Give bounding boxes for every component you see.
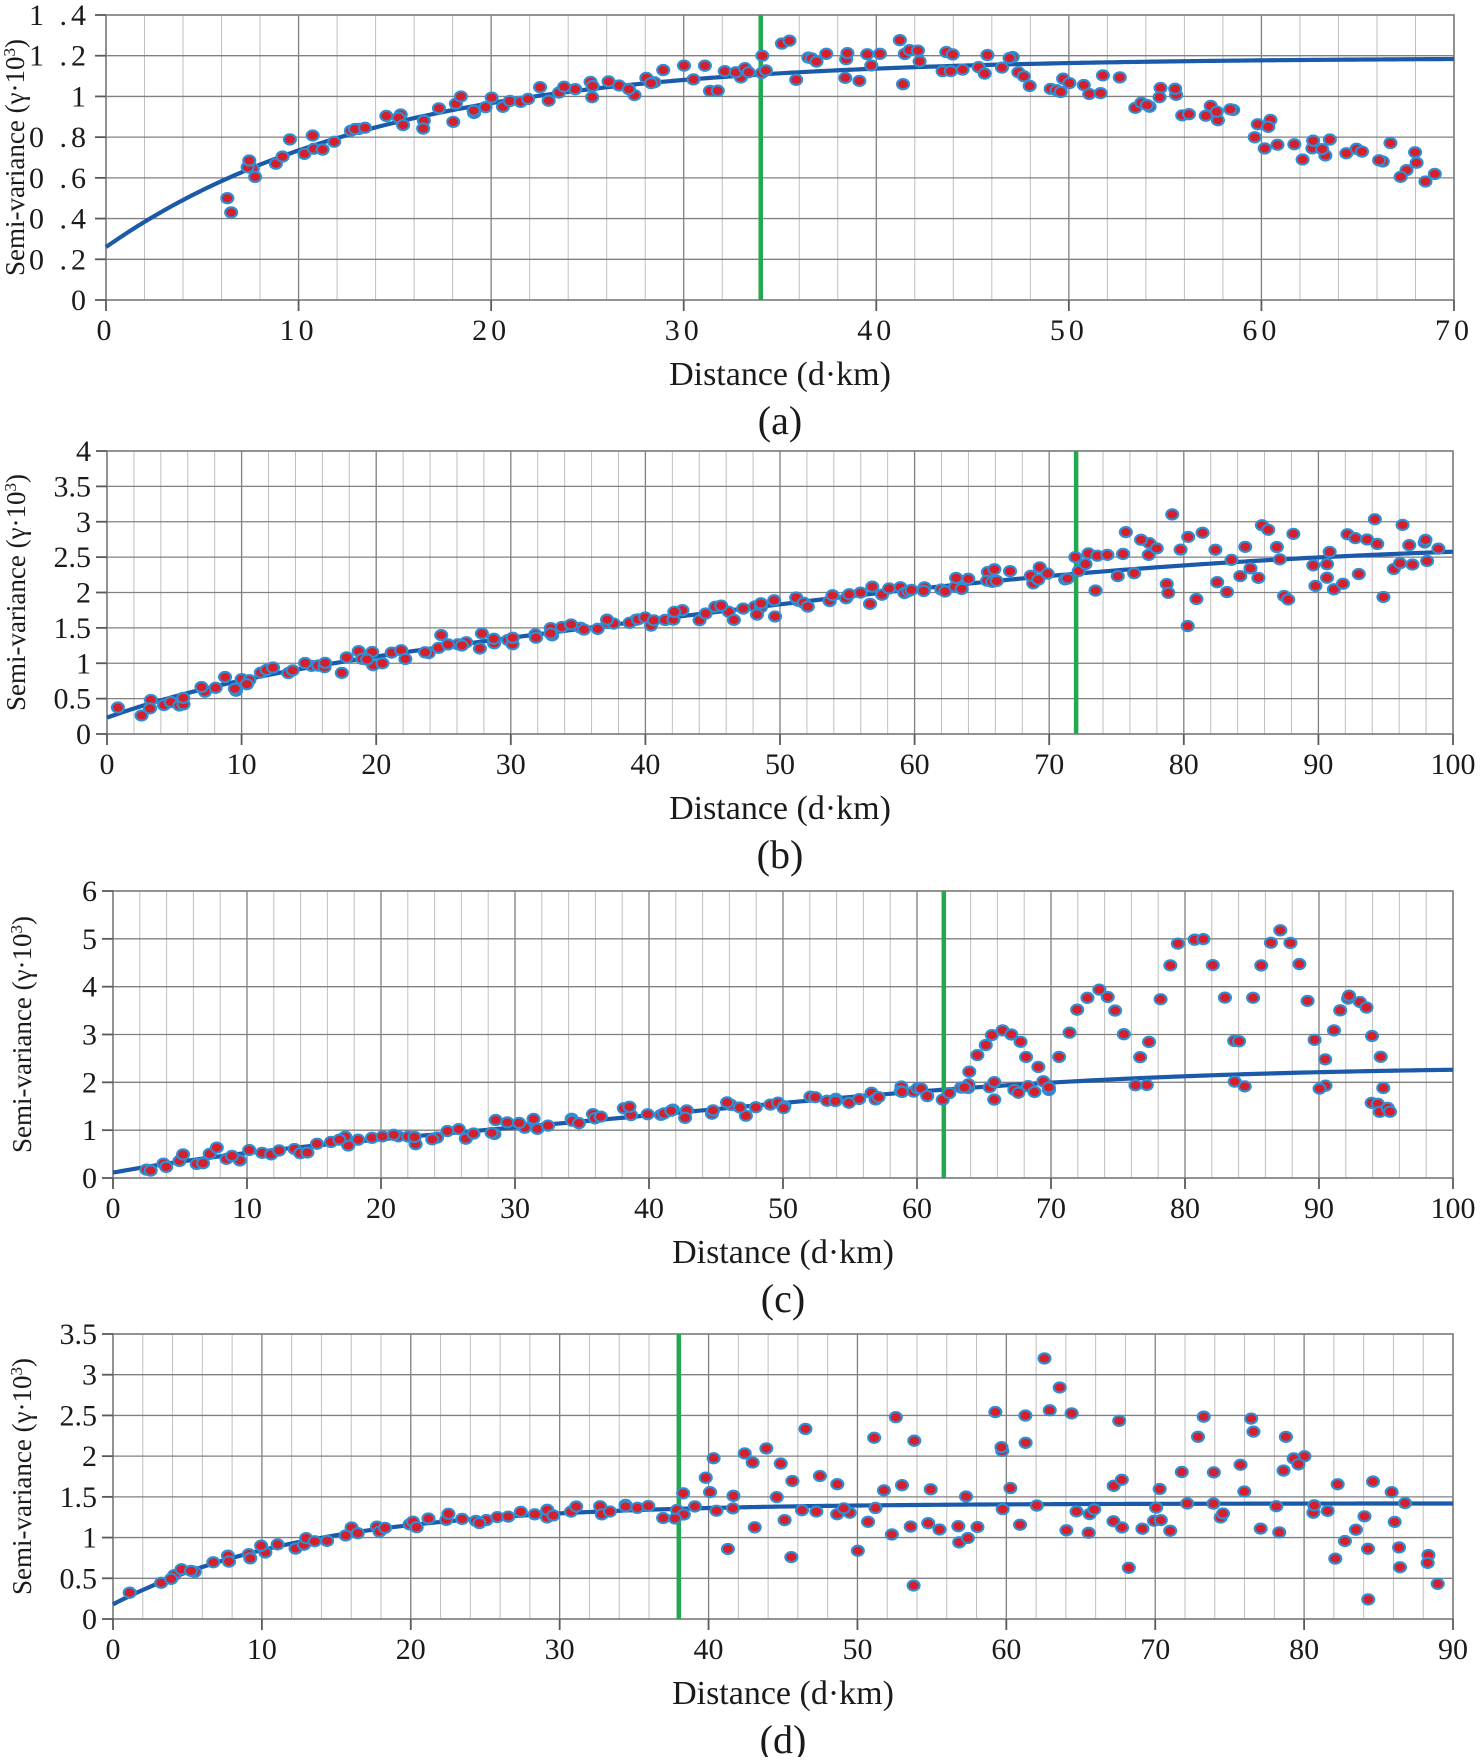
svg-text:70: 70 xyxy=(1036,1192,1066,1225)
svg-text:2: 2 xyxy=(76,577,91,610)
svg-text:60: 60 xyxy=(1242,314,1280,347)
svg-text:3: 3 xyxy=(76,506,91,539)
svg-text:10: 10 xyxy=(227,748,257,781)
svg-text:90: 90 xyxy=(1303,748,1333,781)
svg-text:0: 0 xyxy=(106,1633,121,1666)
svg-text:0: 0 xyxy=(82,1603,97,1636)
svg-text:3.5: 3.5 xyxy=(60,1318,98,1351)
svg-text:6: 6 xyxy=(82,875,97,908)
svg-text:30: 30 xyxy=(496,748,526,781)
svg-text:Distance (d·km): Distance (d·km) xyxy=(669,356,891,393)
svg-text:10: 10 xyxy=(280,314,318,347)
svg-text:10: 10 xyxy=(232,1192,262,1225)
svg-text:3: 3 xyxy=(82,1019,97,1052)
svg-text:80: 80 xyxy=(1170,1192,1200,1225)
svg-text:40: 40 xyxy=(694,1633,724,1666)
svg-text:Distance (d·km): Distance (d·km) xyxy=(669,790,891,827)
svg-text:60: 60 xyxy=(902,1192,932,1225)
svg-text:70: 70 xyxy=(1034,748,1064,781)
svg-text:0.5: 0.5 xyxy=(60,1562,98,1595)
svg-text:80: 80 xyxy=(1169,748,1199,781)
svg-text:(c): (c) xyxy=(761,1276,805,1321)
svg-text:0 .2: 0 .2 xyxy=(29,243,90,276)
svg-text:(a): (a) xyxy=(758,398,802,443)
svg-text:4: 4 xyxy=(82,971,97,1004)
svg-text:20: 20 xyxy=(396,1633,426,1666)
svg-text:1.5: 1.5 xyxy=(60,1481,98,1514)
svg-text:5: 5 xyxy=(82,923,97,956)
svg-text:1 .2: 1 .2 xyxy=(29,40,90,73)
svg-text:100: 100 xyxy=(1431,748,1476,781)
svg-text:0: 0 xyxy=(82,1162,97,1195)
svg-text:50: 50 xyxy=(768,1192,798,1225)
svg-text:1: 1 xyxy=(76,647,91,680)
svg-text:60: 60 xyxy=(900,748,930,781)
svg-text:1 .4: 1 .4 xyxy=(29,0,90,32)
svg-text:0 .6: 0 .6 xyxy=(29,162,90,195)
svg-text:1: 1 xyxy=(71,80,90,113)
svg-text:1: 1 xyxy=(82,1522,97,1555)
svg-text:(b): (b) xyxy=(757,832,804,877)
svg-text:80: 80 xyxy=(1289,1633,1319,1666)
svg-text:0.5: 0.5 xyxy=(54,683,92,716)
svg-text:70: 70 xyxy=(1435,314,1473,347)
svg-text:30: 30 xyxy=(500,1192,530,1225)
svg-text:40: 40 xyxy=(630,748,660,781)
svg-text:50: 50 xyxy=(1050,314,1088,347)
svg-text:3.5: 3.5 xyxy=(54,470,92,503)
svg-text:Distance (d·km): Distance (d·km) xyxy=(672,1675,894,1712)
svg-text:20: 20 xyxy=(366,1192,396,1225)
svg-text:2.5: 2.5 xyxy=(54,541,92,574)
svg-text:60: 60 xyxy=(991,1633,1021,1666)
svg-text:90: 90 xyxy=(1438,1633,1468,1666)
svg-text:3: 3 xyxy=(82,1359,97,1392)
svg-text:1: 1 xyxy=(82,1114,97,1147)
svg-text:70: 70 xyxy=(1140,1633,1170,1666)
svg-text:2.5: 2.5 xyxy=(60,1399,98,1432)
svg-text:Semi-variance (γ·103): Semi-variance (γ·103) xyxy=(1,474,32,711)
svg-text:0: 0 xyxy=(97,314,116,347)
svg-text:0 .8: 0 .8 xyxy=(29,121,90,154)
svg-text:Semi-variance (γ·103): Semi-variance (γ·103) xyxy=(7,1358,38,1595)
svg-text:Distance (d·km): Distance (d·km) xyxy=(672,1234,894,1271)
svg-text:0 .4: 0 .4 xyxy=(29,203,90,236)
svg-text:0: 0 xyxy=(100,748,115,781)
svg-text:90: 90 xyxy=(1304,1192,1334,1225)
svg-text:Semi-variance (γ·103): Semi-variance (γ·103) xyxy=(0,39,30,276)
svg-text:40: 40 xyxy=(857,314,895,347)
svg-text:100: 100 xyxy=(1431,1192,1476,1225)
svg-text:Semi-variance (γ·103): Semi-variance (γ·103) xyxy=(7,916,38,1153)
svg-text:0: 0 xyxy=(106,1192,121,1225)
svg-text:1.5: 1.5 xyxy=(54,612,92,645)
svg-text:20: 20 xyxy=(361,748,391,781)
svg-text:40: 40 xyxy=(634,1192,664,1225)
svg-text:4: 4 xyxy=(76,435,91,468)
svg-text:0: 0 xyxy=(71,284,90,317)
svg-text:2: 2 xyxy=(82,1066,97,1099)
svg-text:20: 20 xyxy=(472,314,510,347)
svg-text:2: 2 xyxy=(82,1440,97,1473)
svg-text:0: 0 xyxy=(76,718,91,751)
svg-text:50: 50 xyxy=(765,748,795,781)
svg-text:10: 10 xyxy=(247,1633,277,1666)
svg-text:(d): (d) xyxy=(760,1717,807,1757)
svg-text:50: 50 xyxy=(842,1633,872,1666)
svg-text:30: 30 xyxy=(665,314,703,347)
svg-text:30: 30 xyxy=(545,1633,575,1666)
